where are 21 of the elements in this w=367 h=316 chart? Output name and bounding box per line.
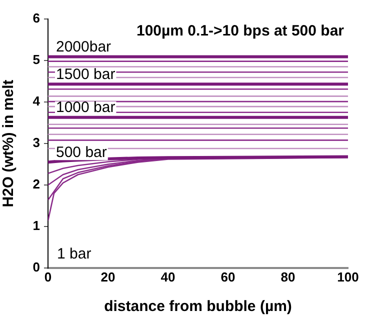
x-tick-label: 40 [160, 269, 176, 284]
series-label: 2000bar [56, 38, 112, 56]
y-tick-label: 4 [32, 94, 41, 109]
y-tick-label: 5 [32, 52, 40, 68]
x-tick-label: 0 [44, 269, 52, 284]
chart-title: 100µm 0.1->10 bps at 500 bar [136, 22, 344, 40]
y-tick-label: 2 [32, 176, 40, 192]
x-tick-label: 60 [220, 269, 236, 284]
y-tick-label: 6 [32, 10, 40, 26]
series-label: 1500 bar [56, 66, 116, 83]
x-axis-title: distance from bubble (µm) [104, 298, 292, 316]
x-tick-label: 20 [100, 269, 116, 284]
y-tick-label: 3 [32, 135, 40, 150]
annotation: 1 bar [57, 246, 92, 263]
x-tick-label: 80 [280, 269, 296, 284]
series-label: 500 bar [56, 144, 107, 161]
x-tick-label: 100 [337, 269, 359, 284]
series-label: 1000 bar [56, 98, 116, 116]
y-tick-label: 0 [32, 260, 40, 275]
y-axis-title: H2O (wt%) in melt [0, 80, 18, 208]
y-tick-label: 1 [32, 218, 40, 234]
